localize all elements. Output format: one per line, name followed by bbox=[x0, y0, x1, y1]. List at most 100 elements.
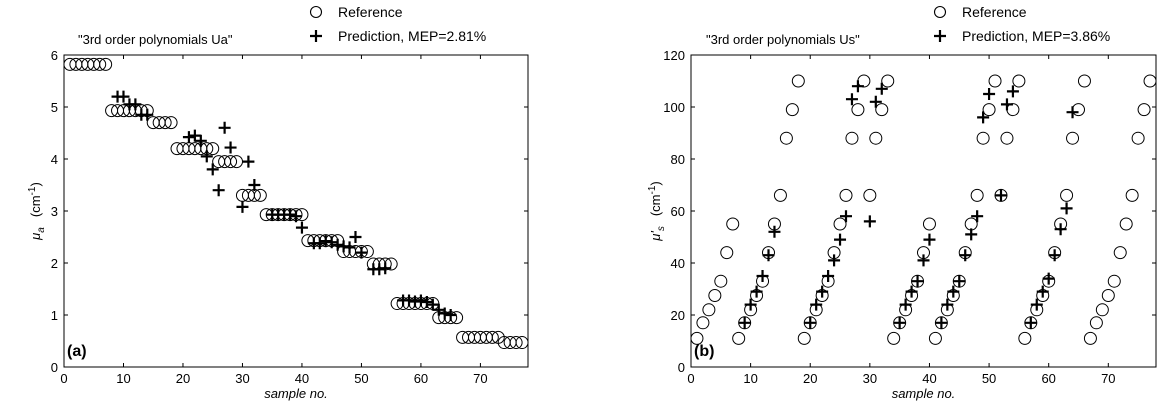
prediction-point bbox=[1060, 202, 1073, 215]
y-axis-label: μa (cm-1) bbox=[27, 182, 47, 241]
x-tick-label: 50 bbox=[982, 371, 996, 386]
prediction-point bbox=[1054, 223, 1067, 236]
prediction-point bbox=[810, 298, 823, 311]
x-tick-label: 70 bbox=[473, 371, 487, 386]
y-axis-subscript: s bbox=[656, 226, 667, 231]
prediction-point bbox=[295, 221, 308, 234]
prediction-point bbox=[1030, 298, 1043, 311]
prediction-point bbox=[768, 225, 781, 238]
y-tick-label: 0 bbox=[51, 360, 58, 375]
y-axis-unit-superscript: -1 bbox=[27, 186, 38, 195]
prediction-point bbox=[444, 309, 457, 321]
y-tick-label: 1 bbox=[51, 308, 58, 323]
prediction-point bbox=[1036, 285, 1049, 298]
prediction-point bbox=[804, 316, 817, 329]
legend-label-reference: Reference bbox=[962, 4, 1027, 20]
x-tick-label: 20 bbox=[803, 371, 817, 386]
prediction-point bbox=[200, 150, 213, 163]
reference-point bbox=[1077, 74, 1091, 88]
prediction-point bbox=[816, 285, 829, 298]
prediction-point bbox=[744, 298, 757, 311]
prediction-point bbox=[236, 200, 249, 213]
legend: Reference Prediction, MEP=3.86% bbox=[933, 4, 1110, 44]
reference-point bbox=[720, 246, 734, 260]
prediction-point bbox=[869, 95, 882, 108]
prediction-point bbox=[1042, 272, 1055, 285]
reference-point bbox=[863, 188, 877, 202]
x-axis-label: sample no. bbox=[264, 386, 328, 401]
reference-point bbox=[976, 131, 990, 145]
prediction-point bbox=[828, 254, 841, 267]
reference-point bbox=[206, 142, 220, 156]
prediction-point bbox=[188, 129, 201, 142]
x-tick-label: 40 bbox=[295, 371, 309, 386]
reference-point bbox=[1072, 103, 1085, 117]
legend-marker-reference bbox=[309, 5, 323, 19]
x-tick-label: 30 bbox=[235, 371, 249, 386]
reference-point bbox=[1113, 246, 1127, 260]
y-axis-symbol: μ' bbox=[648, 231, 663, 242]
prediction-point bbox=[117, 90, 130, 103]
panel-label: (a) bbox=[67, 343, 87, 360]
x-tick-label: 40 bbox=[922, 371, 936, 386]
y-axis-symbol: μ bbox=[28, 233, 43, 241]
reference-point bbox=[690, 331, 704, 345]
chart-title: "3rd order polynomials Us" bbox=[706, 32, 860, 47]
y-axis-unit: (cm bbox=[648, 194, 663, 216]
x-tick-label: 20 bbox=[176, 371, 190, 386]
reference-point bbox=[887, 331, 901, 345]
reference-point bbox=[1083, 331, 1097, 345]
y-tick-label: 5 bbox=[51, 100, 58, 115]
prediction-point bbox=[414, 294, 427, 307]
y-tick-label: 6 bbox=[51, 48, 58, 63]
x-tick-label: 10 bbox=[743, 371, 757, 386]
reference-point bbox=[1143, 74, 1157, 88]
prediction-point bbox=[438, 307, 451, 320]
reference-point bbox=[845, 131, 859, 145]
prediction-point bbox=[911, 275, 924, 288]
prediction-point bbox=[182, 131, 195, 144]
legend-marker-reference bbox=[933, 5, 947, 19]
prediction-point bbox=[1066, 106, 1079, 119]
reference-point bbox=[1137, 103, 1151, 117]
prediction-point bbox=[1048, 249, 1061, 262]
series-prediction bbox=[111, 90, 457, 321]
prediction-point bbox=[194, 134, 207, 147]
y-axis-unit-superscript: -1 bbox=[647, 185, 658, 194]
reference-point bbox=[773, 188, 787, 202]
reference-point bbox=[1060, 188, 1074, 202]
prediction-point bbox=[290, 210, 302, 223]
reference-point bbox=[99, 57, 113, 71]
legend: Reference Prediction, MEP=2.81% bbox=[309, 4, 486, 44]
prediction-point bbox=[313, 237, 326, 250]
legend-label-prediction: Prediction, MEP=2.81% bbox=[338, 28, 486, 44]
y-axis-subscript: a bbox=[36, 227, 47, 233]
prediction-point bbox=[420, 296, 433, 308]
y-tick-label: 20 bbox=[671, 308, 685, 323]
prediction-point bbox=[750, 285, 763, 298]
prediction-point bbox=[343, 241, 356, 254]
reference-point bbox=[982, 103, 996, 117]
y-axis-unit-close: ) bbox=[28, 182, 43, 186]
prediction-point bbox=[905, 285, 918, 298]
prediction-point bbox=[349, 231, 362, 243]
reference-point bbox=[1066, 131, 1080, 145]
reference-point bbox=[851, 103, 865, 117]
reference-point bbox=[1101, 289, 1115, 302]
prediction-point bbox=[1006, 85, 1019, 98]
x-tick-label: 0 bbox=[687, 371, 694, 386]
reference-point bbox=[839, 188, 853, 202]
series-reference bbox=[690, 74, 1157, 345]
reference-point bbox=[158, 116, 172, 130]
x-tick-label: 60 bbox=[1041, 371, 1055, 386]
prediction-point bbox=[738, 316, 751, 329]
prediction-point bbox=[965, 228, 978, 241]
y-tick-label: 60 bbox=[671, 204, 685, 219]
x-tick-label: 10 bbox=[116, 371, 130, 386]
reference-point bbox=[1012, 74, 1026, 88]
prediction-point bbox=[331, 238, 344, 251]
reference-point bbox=[1125, 188, 1139, 202]
prediction-point bbox=[206, 163, 219, 176]
x-tick-label: 30 bbox=[863, 371, 877, 386]
